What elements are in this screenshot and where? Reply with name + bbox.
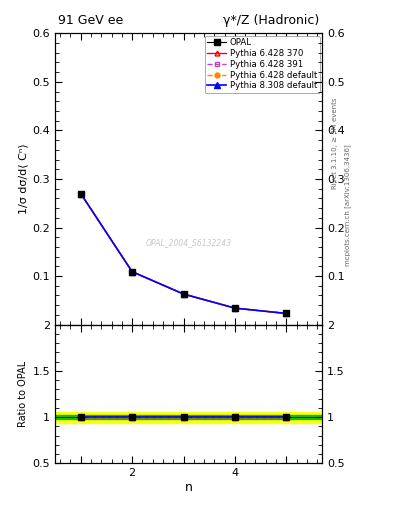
Legend: OPAL, Pythia 6.428 370, Pythia 6.428 391, Pythia 6.428 default, Pythia 8.308 def: OPAL, Pythia 6.428 370, Pythia 6.428 391… bbox=[205, 36, 320, 93]
Text: mcplots.cern.ch [arXiv:1306.3436]: mcplots.cern.ch [arXiv:1306.3436] bbox=[344, 144, 351, 266]
Text: Rivet 3.1.10, ≥ 3M events: Rivet 3.1.10, ≥ 3M events bbox=[332, 98, 338, 189]
Text: 91 GeV ee: 91 GeV ee bbox=[58, 14, 123, 28]
Y-axis label: 1/σ dσ/d⟨ Cⁿ⟩: 1/σ dσ/d⟨ Cⁿ⟩ bbox=[18, 143, 28, 215]
Y-axis label: Ratio to OPAL: Ratio to OPAL bbox=[18, 361, 28, 427]
Bar bbox=[55, 412, 322, 423]
Text: OPAL_2004_S6132243: OPAL_2004_S6132243 bbox=[146, 239, 231, 247]
X-axis label: n: n bbox=[185, 481, 193, 494]
Bar bbox=[55, 415, 322, 419]
Text: γ*/Z (Hadronic): γ*/Z (Hadronic) bbox=[223, 14, 320, 28]
